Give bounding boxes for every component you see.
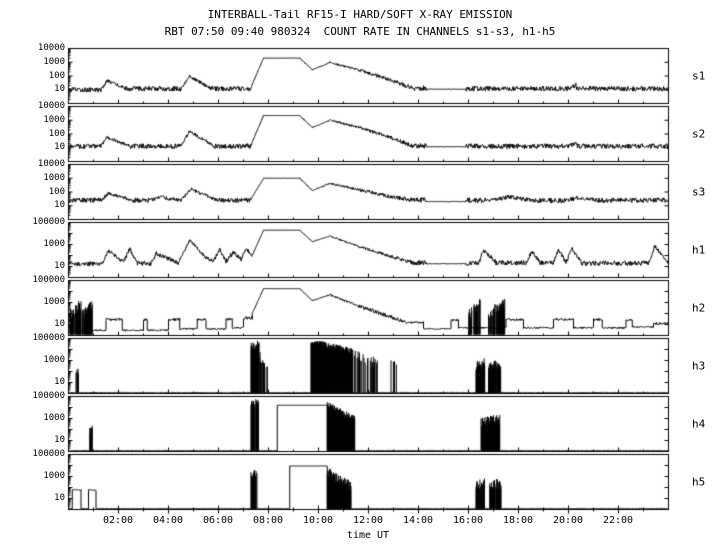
y-tick-label: 10 <box>54 435 65 445</box>
x-tick-label: 02:00 <box>102 515 134 526</box>
y-tick-label: 100 <box>48 70 65 81</box>
x-tick-label: 16:00 <box>452 515 484 526</box>
y-tick-label: 1000 <box>43 239 65 249</box>
y-tick-label: 100 <box>48 186 65 197</box>
panel-label-h2: h2 <box>692 301 706 314</box>
x-tick-label: 14:00 <box>402 515 434 526</box>
y-tick-label: 100000 <box>32 391 65 401</box>
y-tick-label: 10 <box>54 84 65 95</box>
panel-label-h1: h1 <box>692 243 706 256</box>
x-tick-label: 08:00 <box>252 515 284 526</box>
y-tick-label: 10000 <box>37 101 65 111</box>
x-axis-label: time UT <box>346 530 390 541</box>
y-tick-label: 10000 <box>37 43 65 53</box>
y-tick-label: 10 <box>54 142 65 153</box>
y-tick-label: 100000 <box>32 275 65 285</box>
panel-label-h5: h5 <box>692 475 706 488</box>
x-tick-label: 20:00 <box>552 515 584 526</box>
y-tick-label: 1000 <box>43 355 65 365</box>
y-tick-label: 100000 <box>32 449 65 459</box>
y-tick-label: 10 <box>54 319 65 329</box>
y-tick-label: 1000 <box>43 413 65 423</box>
chart-title: INTERBALL-Tail RF15-I HARD/SOFT X-RAY EM… <box>207 8 513 21</box>
y-tick-label: 1000 <box>43 471 65 481</box>
y-tick-label: 10 <box>54 493 65 503</box>
panel-label-s2: s2 <box>692 127 706 140</box>
panel-label-h3: h3 <box>692 359 706 372</box>
x-tick-label: 12:00 <box>352 515 384 526</box>
y-tick-label: 10000 <box>37 159 65 169</box>
y-tick-label: 1000 <box>43 172 65 183</box>
y-tick-label: 10 <box>54 377 65 387</box>
x-tick-label: 10:00 <box>302 515 334 526</box>
x-tick-label: 04:00 <box>152 515 184 526</box>
panel-label-s1: s1 <box>692 69 706 82</box>
y-tick-label: 1000 <box>43 297 65 307</box>
chart-subtitle: RBT 07:50 09:40 980324 COUNT RATE IN CHA… <box>164 25 556 38</box>
y-tick-label: 100000 <box>32 333 65 343</box>
y-tick-label: 10 <box>54 261 65 271</box>
y-tick-label: 100 <box>48 128 65 139</box>
x-tick-label: 06:00 <box>202 515 234 526</box>
y-tick-label: 100000 <box>32 217 65 227</box>
panel-label-s3: s3 <box>692 185 706 198</box>
x-tick-label: 18:00 <box>502 515 534 526</box>
y-tick-label: 1000 <box>43 56 65 67</box>
panel-label-h4: h4 <box>692 417 706 430</box>
x-tick-label: 22:00 <box>602 515 634 526</box>
y-tick-label: 1000 <box>43 114 65 125</box>
y-tick-label: 10 <box>54 200 65 211</box>
